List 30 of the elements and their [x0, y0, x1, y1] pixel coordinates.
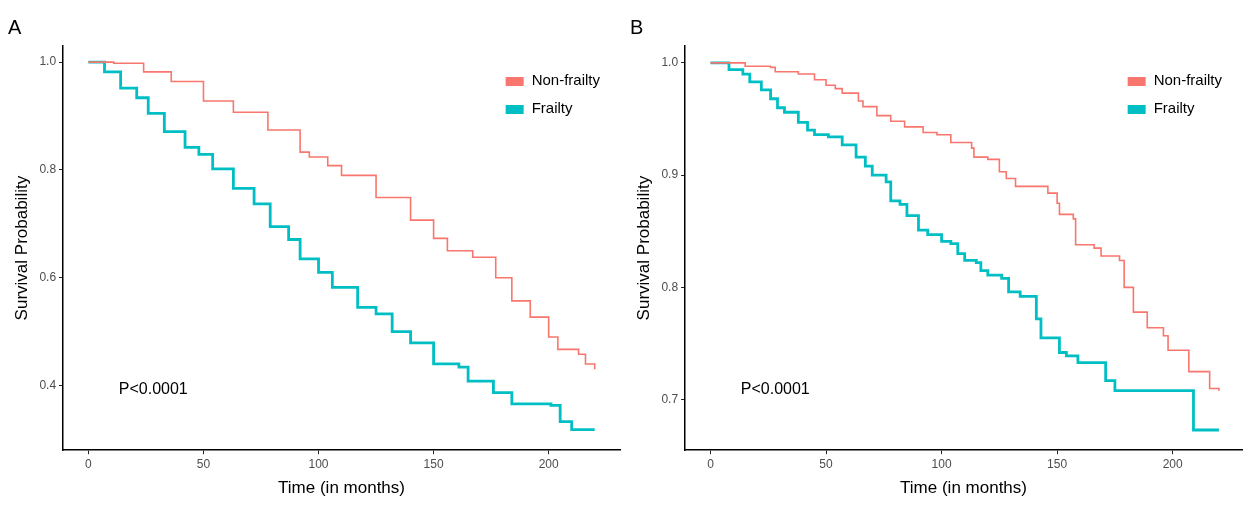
y-tick-label: 0.9: [661, 167, 679, 182]
legend-label: Frailty: [531, 99, 573, 117]
x-tick-label: 150: [423, 456, 444, 471]
chart-title: B: [630, 15, 644, 38]
x-tick-label: 200: [538, 456, 559, 471]
y-axis-title: Survival Probability: [11, 175, 31, 321]
x-tick-label: 200: [1162, 456, 1184, 471]
x-tick-label: 50: [196, 456, 211, 471]
legend-label: Frailty: [1153, 99, 1195, 117]
x-axis-title: Time (in months): [900, 478, 1027, 498]
annotation: P<0.0001: [740, 379, 810, 397]
x-tick-label: 100: [931, 456, 952, 471]
x-tick-label: 0: [85, 456, 93, 471]
y-tick-label: 0.6: [39, 270, 57, 285]
x-tick-label: 100: [308, 456, 329, 471]
y-tick-label: 1.0: [661, 55, 679, 70]
y-tick-label: 1.0: [39, 54, 57, 69]
y-tick-label: 0.8: [39, 162, 57, 177]
annotation: P<0.0001: [118, 379, 188, 397]
y-tick-label: 0.4: [39, 377, 57, 392]
x-tick-label: 150: [1047, 456, 1068, 471]
legend-label: Non-frailty: [531, 71, 601, 89]
x-tick-label: 0: [707, 456, 715, 471]
y-tick-label: 0.8: [661, 279, 679, 294]
y-tick-label: 0.7: [661, 391, 679, 406]
x-tick-label: 50: [819, 456, 834, 471]
legend-label: Non-frailty: [1153, 71, 1223, 89]
x-axis-title: Time (in months): [278, 478, 405, 498]
chart-title: A: [8, 15, 22, 38]
y-axis-title: Survival Probability: [633, 175, 653, 321]
